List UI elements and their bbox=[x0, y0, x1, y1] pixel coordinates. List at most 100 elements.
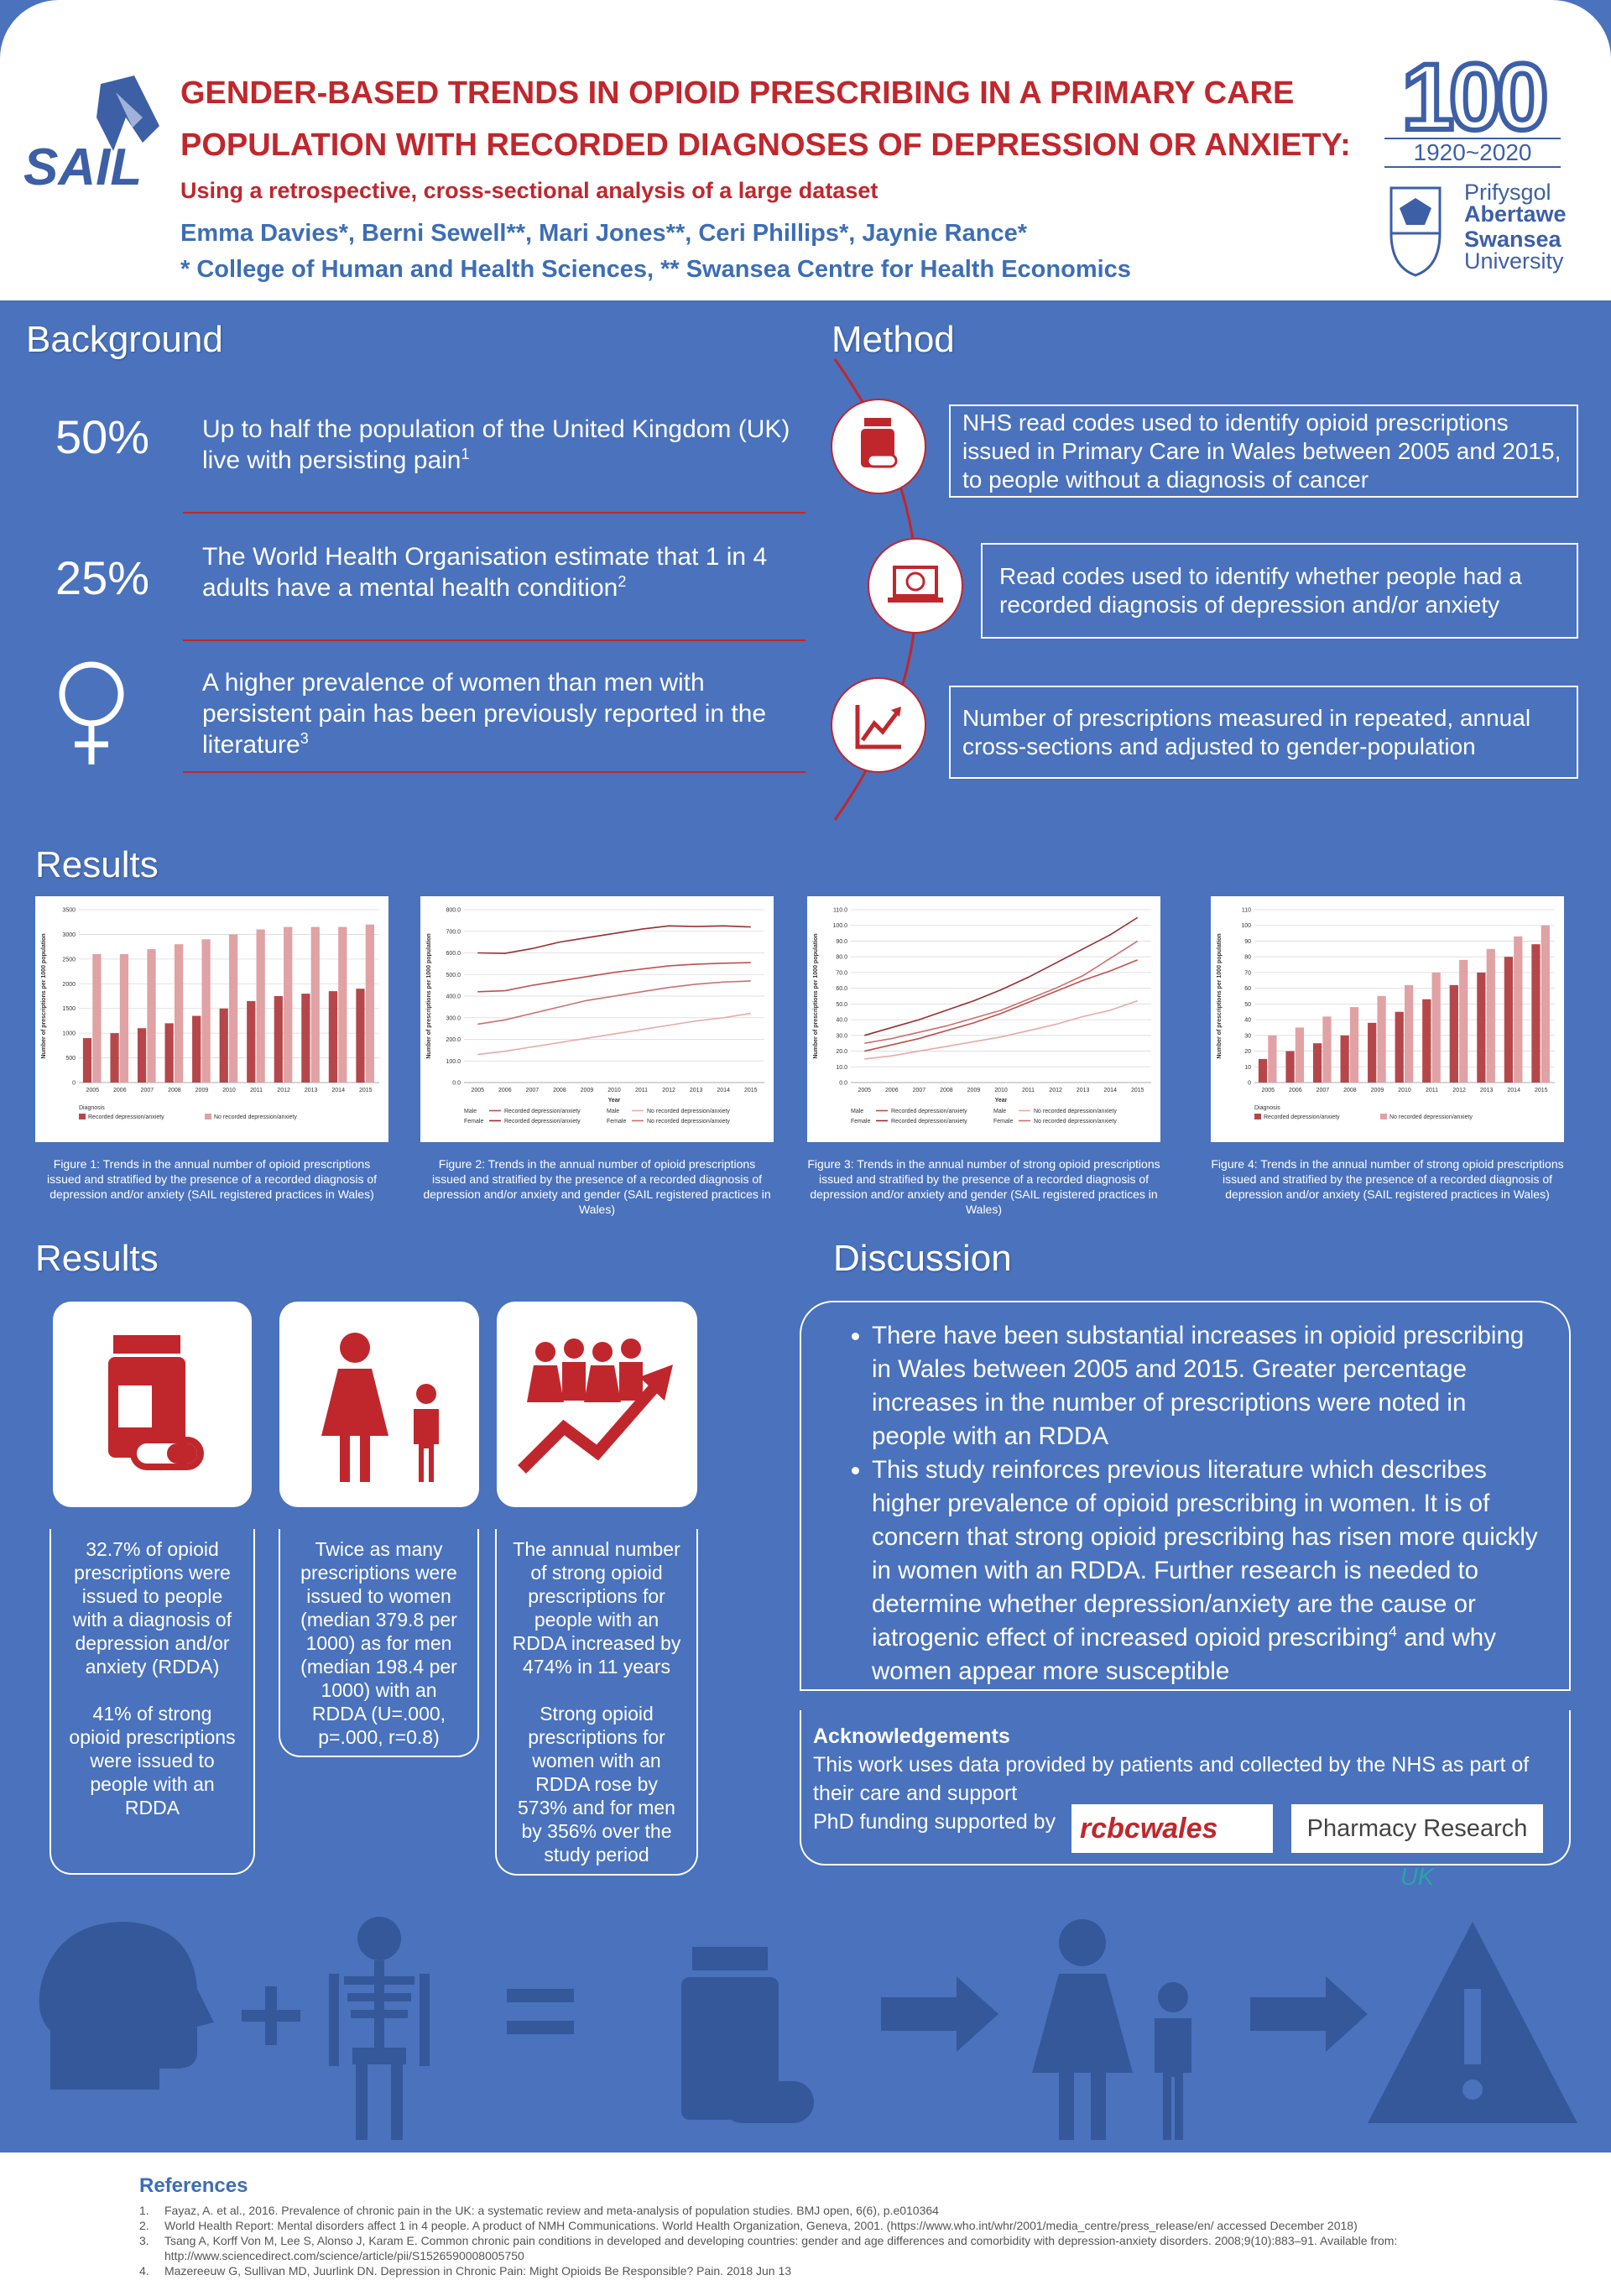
y-tick-label: 30 bbox=[1244, 1033, 1251, 1039]
legend-swatch bbox=[1380, 1114, 1387, 1119]
line bbox=[864, 916, 1139, 1036]
university-welsh: Abertawe bbox=[1464, 201, 1567, 227]
icon-bottle bbox=[681, 1947, 814, 2123]
pru-uk: UK bbox=[1400, 1864, 1435, 1891]
subtitle: Using a retrospective, cross-sectional a… bbox=[180, 178, 878, 203]
legend-label: Male bbox=[607, 1109, 619, 1114]
y-axis-label: Number of prescriptions per 1000 populat… bbox=[813, 933, 819, 1058]
y-tick-label: 90.0 bbox=[836, 939, 847, 945]
legend-label: No recorded depression/anxiety bbox=[1389, 1114, 1473, 1120]
line bbox=[864, 959, 1139, 1052]
x-tick-label: 2013 bbox=[1480, 1088, 1494, 1093]
bar bbox=[301, 994, 310, 1083]
reference-text: World Health Report: Mental disorders af… bbox=[164, 2219, 1358, 2232]
bar bbox=[284, 926, 293, 1083]
bar bbox=[1312, 1043, 1322, 1083]
x-tick-label: 2006 bbox=[498, 1088, 512, 1093]
y-tick-label: 500.0 bbox=[446, 973, 461, 978]
divider bbox=[183, 512, 806, 514]
x-tick-label: 2014 bbox=[717, 1088, 730, 1093]
bar bbox=[1477, 972, 1486, 1083]
y-tick-label: 80 bbox=[1244, 955, 1251, 961]
chart: 0 10 20 30 40 50 60 70 80 90 100 110 2005 2006 2007 200… bbox=[1211, 896, 1564, 1142]
bar bbox=[137, 1028, 147, 1083]
legend-label: Female bbox=[464, 1119, 483, 1125]
figure-caption: Figure 1: Trends in the annual number of… bbox=[46, 1157, 378, 1201]
line bbox=[477, 925, 751, 954]
reference-number: 4. bbox=[139, 2264, 149, 2278]
y-axis-label: Number of prescriptions per 1000 populat… bbox=[426, 933, 432, 1058]
bar bbox=[1405, 984, 1414, 1083]
legend-label: Recorded depression/anxiety bbox=[1264, 1114, 1340, 1120]
x-tick-label: 2008 bbox=[940, 1088, 953, 1093]
acknowledgements-box: Acknowledgements This work uses data pro… bbox=[800, 1710, 1571, 1891]
icon-arrow bbox=[881, 1976, 998, 2052]
x-tick-label: 2013 bbox=[305, 1088, 318, 1093]
stat: 50% bbox=[55, 410, 150, 463]
affiliations: * College of Human and Health Sciences, … bbox=[180, 256, 1131, 283]
bar bbox=[338, 926, 347, 1083]
pru-logo: Pharmacy Research UK bbox=[1291, 1804, 1543, 1891]
university-english: University bbox=[1464, 248, 1564, 274]
bar bbox=[1395, 1011, 1404, 1083]
superscript: 4 bbox=[1389, 1623, 1397, 1641]
pru-text: Pharmacy Research bbox=[1306, 1815, 1528, 1842]
text: The World Health Organisation estimate t… bbox=[202, 543, 768, 602]
authors: Emma Davies*, Berni Sewell**, Mari Jones… bbox=[180, 220, 1028, 247]
y-tick-label: 1500 bbox=[62, 1006, 76, 1012]
superscript: 3 bbox=[300, 730, 309, 747]
x-tick-label: 2014 bbox=[331, 1088, 345, 1093]
y-tick-label: 400.0 bbox=[446, 994, 461, 1000]
y-tick-label: 110 bbox=[1242, 908, 1251, 914]
bar bbox=[82, 1038, 92, 1083]
line bbox=[477, 1012, 751, 1056]
x-tick-label: 2006 bbox=[113, 1088, 127, 1093]
x-tick-label: 2005 bbox=[86, 1088, 99, 1093]
line bbox=[864, 940, 1139, 1044]
ack-funding: PhD funding supported by bbox=[813, 1810, 1056, 1834]
x-tick-label: 2011 bbox=[1426, 1088, 1438, 1093]
text: Up to half the population of the United … bbox=[202, 415, 790, 474]
bar bbox=[1422, 999, 1431, 1083]
legend-swatch bbox=[1254, 1114, 1261, 1119]
legend-label: Recorded depression/anxiety bbox=[504, 1109, 581, 1114]
references-heading: References bbox=[139, 2174, 248, 2197]
y-tick-label: 100 bbox=[1241, 923, 1251, 929]
result-text: Strong opioid prescriptions for women wi… bbox=[518, 1703, 675, 1866]
x-tick-label: 2015 bbox=[1131, 1088, 1144, 1093]
y-tick-label: 600.0 bbox=[446, 951, 461, 957]
x-axis-label: Year bbox=[608, 1098, 621, 1104]
y-tick-label: 60 bbox=[1244, 986, 1251, 992]
line bbox=[864, 999, 1138, 1060]
bar bbox=[1431, 972, 1441, 1083]
legend-label: Recorded depression/anxiety bbox=[891, 1119, 967, 1125]
x-tick-label: 2012 bbox=[662, 1088, 675, 1093]
bar bbox=[92, 953, 102, 1083]
references-list: 1. Fayaz, A. et al., 2016. Prevalence of … bbox=[139, 2203, 1482, 2278]
result-text: 32.7% of opioid prescriptions were issue… bbox=[72, 1538, 232, 1678]
centenary-number: 100 bbox=[1400, 44, 1551, 149]
y-tick-label: 10 bbox=[1244, 1065, 1251, 1071]
discussion-list: There have been substantial increases in… bbox=[850, 1319, 1544, 1688]
y-tick-label: 100.0 bbox=[446, 1059, 461, 1065]
bar bbox=[1531, 944, 1541, 1083]
x-tick-label: 2007 bbox=[141, 1088, 154, 1093]
reference-text: Tsang A, Korff Von M, Lee S, Alonso J, K… bbox=[164, 2234, 1398, 2262]
legend-title: Diagnosis bbox=[79, 1105, 105, 1111]
superscript: 2 bbox=[618, 573, 627, 590]
line bbox=[477, 962, 751, 993]
discussion-box: There have been substantial increases in… bbox=[800, 1301, 1571, 1691]
section-heading: Background bbox=[26, 319, 223, 360]
bar bbox=[247, 1000, 256, 1083]
y-tick-label: 200.0 bbox=[446, 1037, 461, 1043]
x-tick-label: 2007 bbox=[913, 1088, 926, 1093]
icon-bottle bbox=[831, 399, 926, 494]
bar bbox=[164, 1023, 174, 1083]
bar bbox=[1322, 1016, 1332, 1083]
y-tick-label: 2500 bbox=[62, 957, 76, 963]
bar bbox=[1449, 984, 1458, 1083]
y-tick-label: 70.0 bbox=[836, 970, 847, 976]
discussion-bullet: This study reinforces previous literatur… bbox=[872, 1453, 1544, 1688]
bar bbox=[110, 1033, 119, 1083]
